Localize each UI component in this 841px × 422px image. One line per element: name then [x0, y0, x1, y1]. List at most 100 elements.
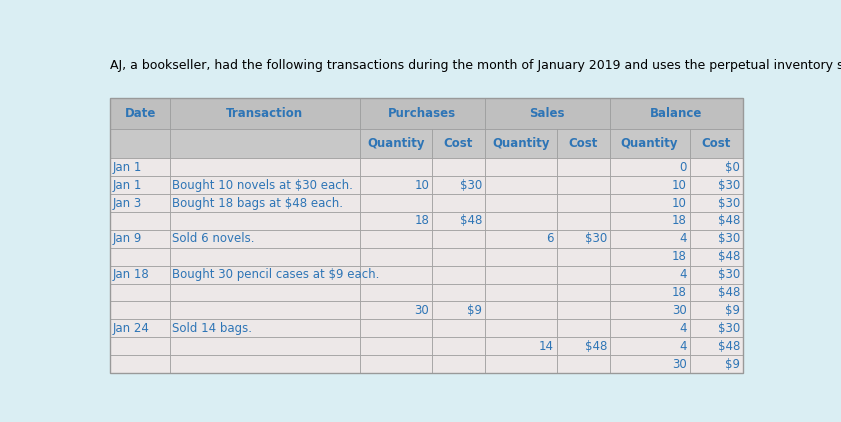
Bar	[557, 158, 610, 176]
Bar	[360, 130, 431, 158]
Bar	[110, 319, 170, 337]
Text: Cost: Cost	[569, 137, 598, 150]
Bar	[170, 212, 360, 230]
Text: Cost: Cost	[443, 137, 473, 150]
Bar	[360, 176, 431, 194]
Bar	[170, 248, 360, 265]
Bar	[110, 265, 170, 284]
Bar	[690, 176, 743, 194]
Text: Bought 18 bags at $48 each.: Bought 18 bags at $48 each.	[172, 197, 343, 210]
Text: Balance: Balance	[650, 107, 702, 120]
Text: $9: $9	[725, 357, 740, 371]
Text: 6: 6	[547, 232, 554, 245]
Bar	[484, 284, 557, 301]
Text: 4: 4	[680, 232, 687, 245]
Bar	[360, 194, 431, 212]
Bar	[557, 248, 610, 265]
Bar	[431, 284, 484, 301]
Text: Jan 24: Jan 24	[113, 322, 150, 335]
Text: Quantity: Quantity	[492, 137, 549, 150]
Text: 10: 10	[415, 179, 429, 192]
Bar	[431, 230, 484, 248]
Bar	[557, 230, 610, 248]
Text: 10: 10	[672, 179, 687, 192]
Text: $30: $30	[584, 232, 607, 245]
Bar	[557, 265, 610, 284]
Bar	[360, 265, 431, 284]
Bar	[431, 337, 484, 355]
Text: 18: 18	[672, 250, 687, 263]
Text: Bought 30 pencil cases at $9 each.: Bought 30 pencil cases at $9 each.	[172, 268, 380, 281]
Bar	[610, 176, 690, 194]
Bar	[170, 301, 360, 319]
Bar	[690, 230, 743, 248]
Text: $30: $30	[717, 268, 740, 281]
Bar	[690, 319, 743, 337]
Bar	[610, 130, 690, 158]
Text: $30: $30	[717, 232, 740, 245]
Bar	[170, 158, 360, 176]
Bar	[360, 355, 431, 373]
Bar	[690, 158, 743, 176]
Bar	[360, 284, 431, 301]
Bar	[484, 212, 557, 230]
Text: $9: $9	[725, 304, 740, 317]
Bar	[360, 158, 431, 176]
Text: Sold 14 bags.: Sold 14 bags.	[172, 322, 252, 335]
Bar	[170, 265, 360, 284]
Bar	[431, 301, 484, 319]
Text: Jan 1: Jan 1	[113, 161, 142, 174]
Bar	[110, 301, 170, 319]
Text: Jan 3: Jan 3	[113, 197, 142, 210]
Bar	[360, 301, 431, 319]
Bar	[170, 355, 360, 373]
Bar	[431, 355, 484, 373]
Text: Jan 9: Jan 9	[113, 232, 142, 245]
Bar	[610, 98, 743, 130]
Bar	[110, 355, 170, 373]
Bar	[484, 337, 557, 355]
Text: $30: $30	[717, 197, 740, 210]
Bar	[610, 355, 690, 373]
Bar	[170, 284, 360, 301]
Text: $48: $48	[717, 286, 740, 299]
Text: 18: 18	[415, 214, 429, 227]
Text: 14: 14	[539, 340, 554, 353]
Bar	[170, 130, 360, 158]
Bar	[431, 194, 484, 212]
Bar	[110, 130, 170, 158]
Bar	[360, 212, 431, 230]
Text: Sales: Sales	[530, 107, 565, 120]
Text: $48: $48	[717, 250, 740, 263]
Text: Jan 18: Jan 18	[113, 268, 150, 281]
Bar	[484, 301, 557, 319]
Text: Cost: Cost	[701, 137, 731, 150]
Bar	[610, 337, 690, 355]
Bar	[431, 319, 484, 337]
Text: $9: $9	[467, 304, 482, 317]
Bar	[484, 248, 557, 265]
Bar	[110, 284, 170, 301]
Bar	[110, 98, 743, 373]
Bar	[610, 319, 690, 337]
Text: 4: 4	[680, 268, 687, 281]
Bar	[557, 212, 610, 230]
Bar	[484, 194, 557, 212]
Text: $48: $48	[717, 214, 740, 227]
Bar	[431, 158, 484, 176]
Bar	[690, 355, 743, 373]
Text: $30: $30	[460, 179, 482, 192]
Text: Date: Date	[124, 107, 156, 120]
Bar	[484, 230, 557, 248]
Bar	[484, 130, 557, 158]
Bar	[360, 98, 484, 130]
Bar	[484, 98, 610, 130]
Bar	[484, 319, 557, 337]
Bar	[610, 212, 690, 230]
Bar	[170, 176, 360, 194]
Text: 10: 10	[672, 197, 687, 210]
Bar	[610, 158, 690, 176]
Bar	[170, 337, 360, 355]
Bar	[557, 194, 610, 212]
Bar	[484, 158, 557, 176]
